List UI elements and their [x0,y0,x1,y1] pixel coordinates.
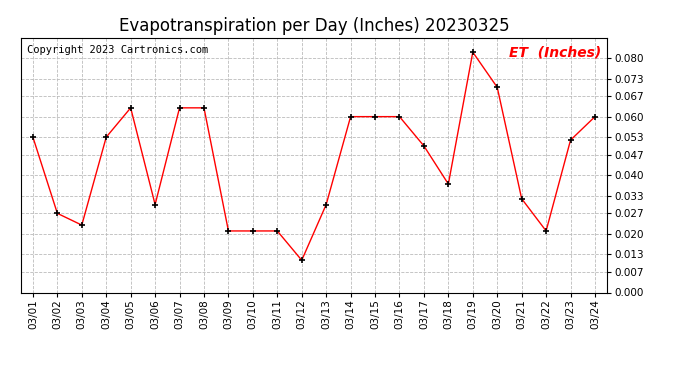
Text: ET  (Inches): ET (Inches) [509,45,602,59]
Text: Copyright 2023 Cartronics.com: Copyright 2023 Cartronics.com [26,45,208,55]
Title: Evapotranspiration per Day (Inches) 20230325: Evapotranspiration per Day (Inches) 2023… [119,16,509,34]
